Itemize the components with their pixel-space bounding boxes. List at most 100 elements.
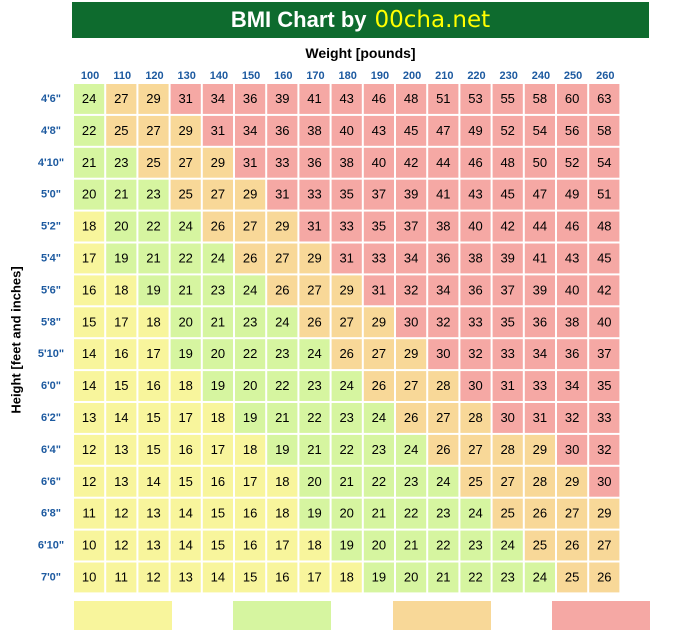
bmi-value: 31 [178, 91, 192, 106]
bmi-cell [492, 403, 523, 433]
bmi-cell [524, 84, 555, 114]
height-tick-label: 6'8" [41, 508, 61, 520]
bmi-value: 30 [597, 474, 611, 489]
bmi-value: 33 [275, 155, 289, 170]
bmi-cell [460, 275, 491, 306]
bmi-value: 23 [372, 442, 386, 457]
bmi-value: 22 [436, 538, 450, 553]
bmi-cell [267, 243, 298, 274]
legend-swatch [74, 601, 172, 630]
bmi-value: 28 [533, 474, 547, 489]
bmi-value: 29 [565, 474, 579, 489]
bmi-cell [235, 243, 266, 274]
bmi-value: 24 [178, 219, 192, 234]
bmi-value: 48 [597, 219, 611, 234]
bmi-cell [492, 243, 523, 274]
bmi-value: 10 [82, 569, 96, 584]
bmi-value: 22 [468, 569, 482, 584]
bmi-value: 37 [597, 346, 611, 361]
bmi-cell [396, 147, 427, 178]
bmi-cell [396, 562, 427, 593]
bmi-value: 12 [114, 506, 128, 521]
bmi-value: 35 [500, 314, 514, 329]
bmi-cell [363, 339, 394, 370]
bmi-value: 25 [533, 538, 547, 553]
bmi-value: 26 [372, 378, 386, 393]
bmi-cell [138, 562, 169, 593]
bmi-value: 22 [372, 474, 386, 489]
bmi-value: 36 [275, 123, 289, 138]
bmi-cell [235, 275, 266, 306]
bmi-cell [299, 530, 330, 561]
bmi-value: 32 [436, 314, 450, 329]
weight-tick-label: 160 [274, 70, 292, 82]
bmi-value: 18 [211, 410, 225, 425]
weight-tick-label: 210 [435, 70, 453, 82]
bmi-cell [138, 243, 169, 274]
bmi-cell [331, 466, 362, 497]
bmi-value: 16 [114, 346, 128, 361]
bmi-value: 15 [211, 538, 225, 553]
bmi-cell [396, 530, 427, 561]
bmi-cell [363, 307, 394, 338]
bmi-value: 43 [372, 123, 386, 138]
bmi-value: 50 [533, 155, 547, 170]
legend-swatch [552, 601, 650, 630]
bmi-value: 23 [307, 378, 321, 393]
bmi-value: 32 [404, 282, 418, 297]
bmi-cell [235, 403, 266, 433]
bmi-cell [524, 243, 555, 274]
bmi-cell [331, 275, 362, 306]
bmi-value: 48 [500, 155, 514, 170]
bmi-value: 30 [404, 314, 418, 329]
x-axis-label: Weight [pounds] [305, 45, 416, 61]
bmi-value: 26 [339, 346, 353, 361]
bmi-value: 24 [211, 250, 225, 265]
bmi-cell [267, 84, 298, 114]
bmi-value: 23 [436, 506, 450, 521]
bmi-value: 36 [468, 282, 482, 297]
bmi-cell [170, 115, 201, 146]
bmi-value: 11 [115, 569, 129, 584]
bmi-value: 36 [436, 250, 450, 265]
bmi-cell [460, 339, 491, 370]
bmi-value: 27 [211, 187, 225, 202]
bmi-cell [74, 243, 105, 274]
height-tick-label: 6'2" [41, 412, 61, 424]
weight-tick-label: 190 [371, 70, 389, 82]
bmi-value: 38 [307, 123, 321, 138]
bmi-cell [331, 562, 362, 593]
bmi-value: 16 [243, 538, 257, 553]
bmi-cell [106, 84, 137, 114]
bmi-value: 26 [307, 314, 321, 329]
bmi-cell [267, 434, 298, 465]
bmi-cell [235, 84, 266, 114]
bmi-value: 54 [597, 155, 611, 170]
bmi-value: 40 [468, 219, 482, 234]
bmi-value: 18 [275, 474, 289, 489]
bmi-cell [428, 530, 459, 561]
bmi-cell [396, 307, 427, 338]
bmi-value: 44 [533, 219, 547, 234]
bmi-value: 37 [500, 282, 514, 297]
bmi-value: 20 [82, 187, 96, 202]
bmi-value: 20 [404, 569, 418, 584]
bmi-value: 21 [114, 187, 128, 202]
bmi-cell [138, 403, 169, 433]
bmi-value: 40 [339, 123, 353, 138]
bmi-cell [267, 147, 298, 178]
bmi-cell [170, 434, 201, 465]
bmi-cell [331, 243, 362, 274]
bmi-cell [170, 466, 201, 497]
bmi-cell [267, 562, 298, 593]
bmi-cell [460, 403, 491, 433]
bmi-cell [235, 498, 266, 529]
bmi-cell [428, 275, 459, 306]
bmi-value: 25 [114, 123, 128, 138]
weight-tick-label: 250 [564, 70, 582, 82]
bmi-cell [589, 84, 620, 114]
bmi-value: 19 [114, 250, 128, 265]
bmi-cell [589, 179, 620, 210]
bmi-cell [299, 562, 330, 593]
